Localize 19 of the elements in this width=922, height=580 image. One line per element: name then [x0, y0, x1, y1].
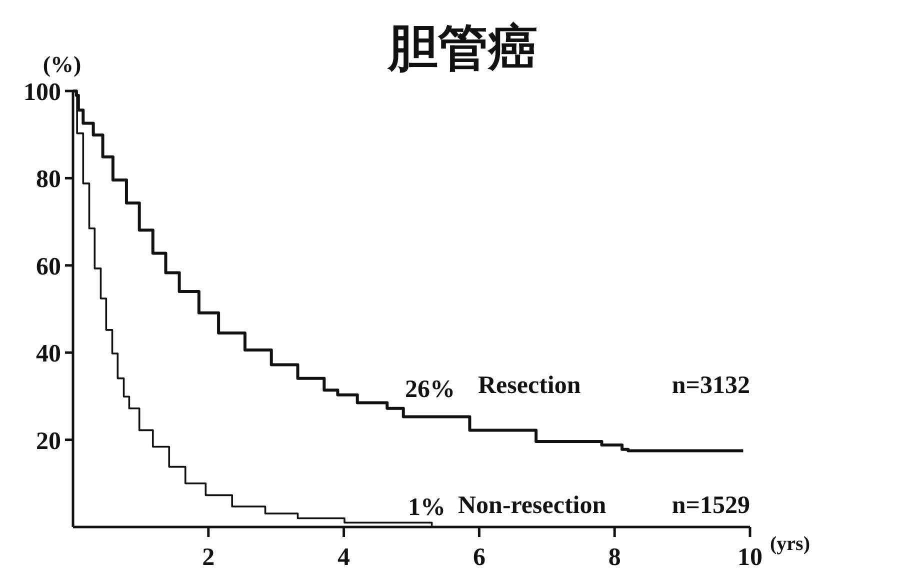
y-tick-label: 100 — [24, 79, 61, 106]
annotation: 26% — [405, 376, 455, 403]
y-tick-label: 60 — [36, 253, 61, 280]
series-label: Resection — [478, 372, 581, 399]
x-tick-label: 2 — [202, 544, 215, 571]
y-axis-title: (%) — [42, 52, 82, 77]
x-tick-label: 4 — [338, 544, 351, 571]
y-tick-label: 40 — [36, 340, 61, 368]
x-tick-label: 8 — [608, 544, 621, 571]
y-tick-label: 80 — [36, 166, 61, 194]
series-label: Non-resection — [458, 492, 606, 519]
annotation: 1% — [408, 494, 446, 521]
x-tick-label: 10 — [738, 544, 762, 571]
chart-title: 胆管癌 — [386, 20, 538, 76]
x-axis-title: (yrs) — [770, 533, 810, 555]
x-tick-label: 6 — [472, 544, 486, 571]
annotation: n=3132 — [672, 372, 750, 399]
annotation: n=1529 — [672, 492, 750, 519]
y-tick-label: 20 — [36, 428, 61, 455]
